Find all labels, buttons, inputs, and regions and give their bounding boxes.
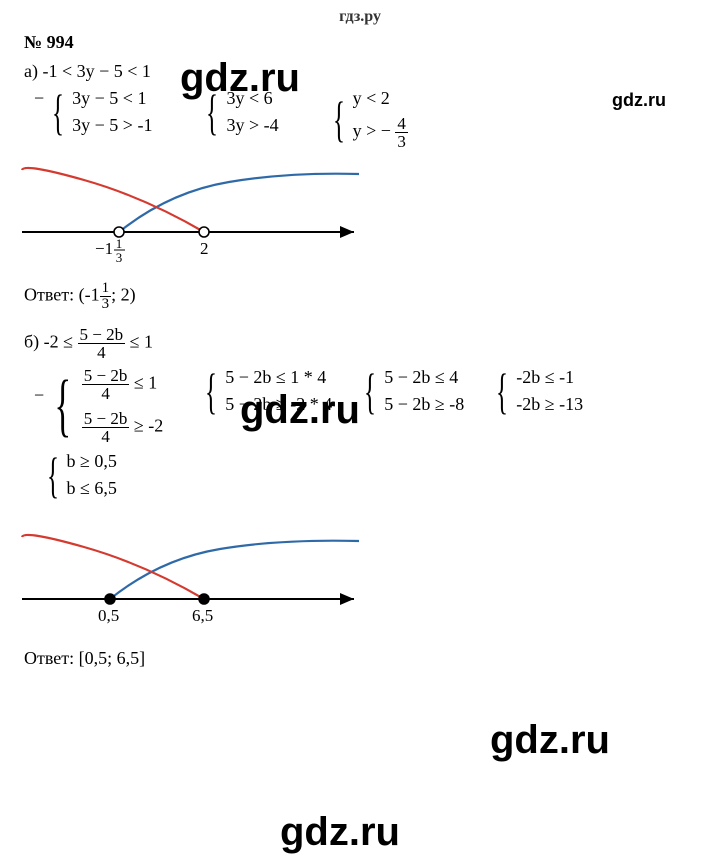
sys-a-3: { y < 2 y > − 43 [327,88,408,150]
sys-b-5: { b ≥ 0,5 b ≤ 6,5 [41,451,117,499]
site-header: гдз.ру [0,0,720,28]
text: b ≤ 6,5 [67,478,117,499]
number-line-a: −113 2 [14,160,700,275]
text: -2b ≥ -13 [516,394,583,415]
text: 3y < 6 [226,88,278,109]
text: y < 2 [353,88,408,109]
svg-text:1: 1 [116,236,123,251]
text: 5 − 2b4 ≥ -2 [82,410,163,445]
svg-text:0,5: 0,5 [98,606,119,625]
text: -2b ≤ -1 [516,367,583,388]
text: 3y − 5 < 1 [72,88,152,109]
text: 3y − 5 > -1 [72,115,152,136]
text: 3y > -4 [226,115,278,136]
answer-b: Ответ: [0,5; 6,5] [24,648,700,669]
text: b ≥ 0,5 [67,451,117,472]
text: 5 − 2b ≥ -8 [384,394,464,415]
text: y > − 43 [353,115,408,150]
part-a-systems: − { 3y − 5 < 1 3y − 5 > -1 { 3y < 6 3y >… [24,88,700,150]
part-b-systems-row2: { b ≥ 0,5 b ≤ 6,5 [24,451,700,499]
svg-text:3: 3 [116,250,123,265]
sys-a-2: { 3y < 6 3y > -4 [200,88,278,136]
text: 5 − 2b4 ≤ 1 [82,367,163,402]
text: 5 − 2b ≤ 4 [384,367,464,388]
problem-number: № 994 [24,32,700,53]
sys-b-2: { 5 − 2b ≤ 1 * 4 5 − 2b ≥ -2 * 4 [199,367,332,415]
sys-b-1: { 5 − 2b4 ≤ 1 5 − 2b4 ≥ -2 [46,367,163,445]
content-area: № 994 а) -1 < 3y − 5 < 1 − { 3y − 5 < 1 … [0,32,720,669]
svg-text:−1: −1 [95,239,113,258]
sys-b-3: { 5 − 2b ≤ 4 5 − 2b ≥ -8 [358,367,464,415]
svg-text:2: 2 [200,239,209,258]
sys-a-1: { 3y − 5 < 1 3y − 5 > -1 [46,88,152,136]
watermark: gdz.ru [490,718,610,763]
number-line-b: 0,5 6,5 [14,527,700,642]
text: 5 − 2b ≤ 1 * 4 [225,367,332,388]
text: 5 − 2b ≥ -2 * 4 [225,394,332,415]
part-a-inequality: а) -1 < 3y − 5 < 1 [24,61,700,82]
sys-b-4: { -2b ≤ -1 -2b ≥ -13 [490,367,583,415]
answer-a: Ответ: (-113; 2) [24,281,700,312]
part-b-systems-row1: − { 5 − 2b4 ≤ 1 5 − 2b4 ≥ -2 { 5 − 2b ≤ … [24,367,700,445]
part-b-inequality: б) -2 ≤ 5 − 2b4 ≤ 1 [24,326,700,361]
watermark: gdz.ru [280,810,400,855]
svg-text:6,5: 6,5 [192,606,213,625]
